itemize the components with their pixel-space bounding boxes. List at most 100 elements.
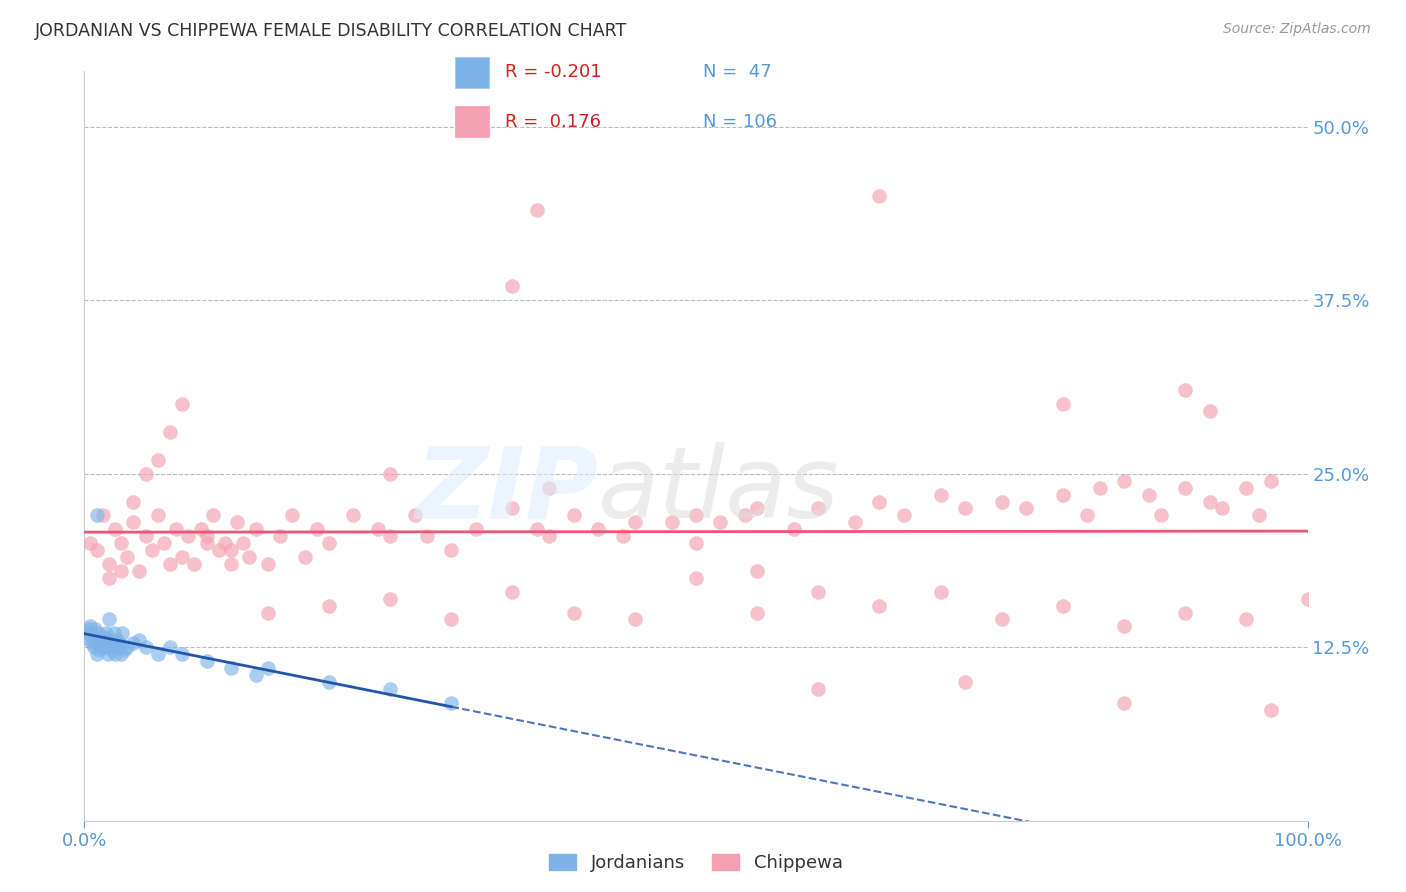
Point [238, 549, 260, 564]
Point [526, 522, 548, 536]
Text: N = 106: N = 106 [703, 112, 778, 130]
Text: Source: ZipAtlas.com: Source: ZipAtlas.com [1223, 22, 1371, 37]
Point [128, 633, 150, 648]
Point [195, 536, 218, 550]
Point [77, 626, 100, 640]
Point [538, 481, 561, 495]
Point [747, 606, 769, 620]
Point [929, 584, 952, 599]
Text: N =  47: N = 47 [703, 63, 772, 81]
Point [91, 508, 114, 523]
Point [1088, 481, 1111, 495]
Point [91, 640, 114, 655]
Point [1198, 494, 1220, 508]
Point [103, 626, 125, 640]
Point [893, 508, 915, 523]
Point [97, 647, 120, 661]
Point [97, 557, 120, 571]
Point [257, 661, 280, 675]
Point [183, 557, 205, 571]
Point [135, 467, 157, 481]
Point [146, 508, 169, 523]
Point [929, 487, 952, 501]
Point [1174, 606, 1197, 620]
Point [734, 508, 756, 523]
Text: ZIP: ZIP [415, 442, 598, 540]
Point [97, 640, 120, 655]
Point [404, 508, 426, 523]
Point [416, 529, 439, 543]
Point [562, 606, 585, 620]
Point [107, 636, 129, 650]
Point [586, 522, 609, 536]
Point [844, 516, 866, 530]
Point [93, 631, 115, 645]
Point [305, 522, 328, 536]
Text: JORDANIAN VS CHIPPEWA FEMALE DISABILITY CORRELATION CHART: JORDANIAN VS CHIPPEWA FEMALE DISABILITY … [35, 22, 627, 40]
Point [122, 494, 145, 508]
Point [1150, 508, 1173, 523]
Point [562, 508, 585, 523]
Point [87, 643, 110, 657]
Point [201, 508, 224, 523]
Point [318, 536, 340, 550]
Point [86, 647, 108, 661]
Point [115, 549, 138, 564]
Point [685, 508, 707, 523]
Point [1015, 501, 1038, 516]
Point [232, 536, 254, 550]
Point [90, 633, 112, 648]
Point [685, 536, 707, 550]
Point [624, 516, 647, 530]
Point [1260, 474, 1282, 488]
Point [214, 536, 236, 550]
Point [79, 633, 101, 648]
Point [1247, 508, 1270, 523]
Point [153, 536, 176, 550]
Point [96, 626, 118, 640]
Point [146, 453, 169, 467]
Point [869, 189, 891, 203]
Point [77, 622, 100, 636]
Point [115, 640, 138, 655]
Point [97, 612, 120, 626]
Point [79, 619, 101, 633]
Point [110, 536, 132, 550]
Point [294, 549, 316, 564]
Point [440, 696, 463, 710]
Bar [456, 106, 488, 137]
Point [82, 631, 104, 645]
Point [661, 516, 683, 530]
Point [245, 668, 267, 682]
Point [1052, 397, 1074, 411]
Point [112, 643, 135, 657]
Point [172, 647, 194, 661]
Point [257, 606, 280, 620]
Point [219, 661, 242, 675]
Point [1052, 599, 1074, 613]
Point [159, 557, 181, 571]
Point [953, 674, 976, 689]
Point [783, 522, 806, 536]
Point [245, 522, 267, 536]
Point [612, 529, 634, 543]
Point [953, 501, 976, 516]
Point [526, 203, 548, 218]
Point [1236, 612, 1258, 626]
Point [122, 516, 145, 530]
Point [281, 508, 304, 523]
Point [110, 564, 132, 578]
Point [104, 647, 127, 661]
Point [105, 640, 128, 655]
Point [1114, 619, 1136, 633]
Point [257, 557, 280, 571]
Point [89, 637, 111, 651]
Point [195, 529, 218, 543]
Point [807, 584, 830, 599]
Point [83, 640, 105, 655]
Point [1174, 481, 1197, 495]
Point [86, 508, 108, 523]
Point [807, 681, 830, 696]
Point [159, 640, 181, 655]
Point [1198, 404, 1220, 418]
